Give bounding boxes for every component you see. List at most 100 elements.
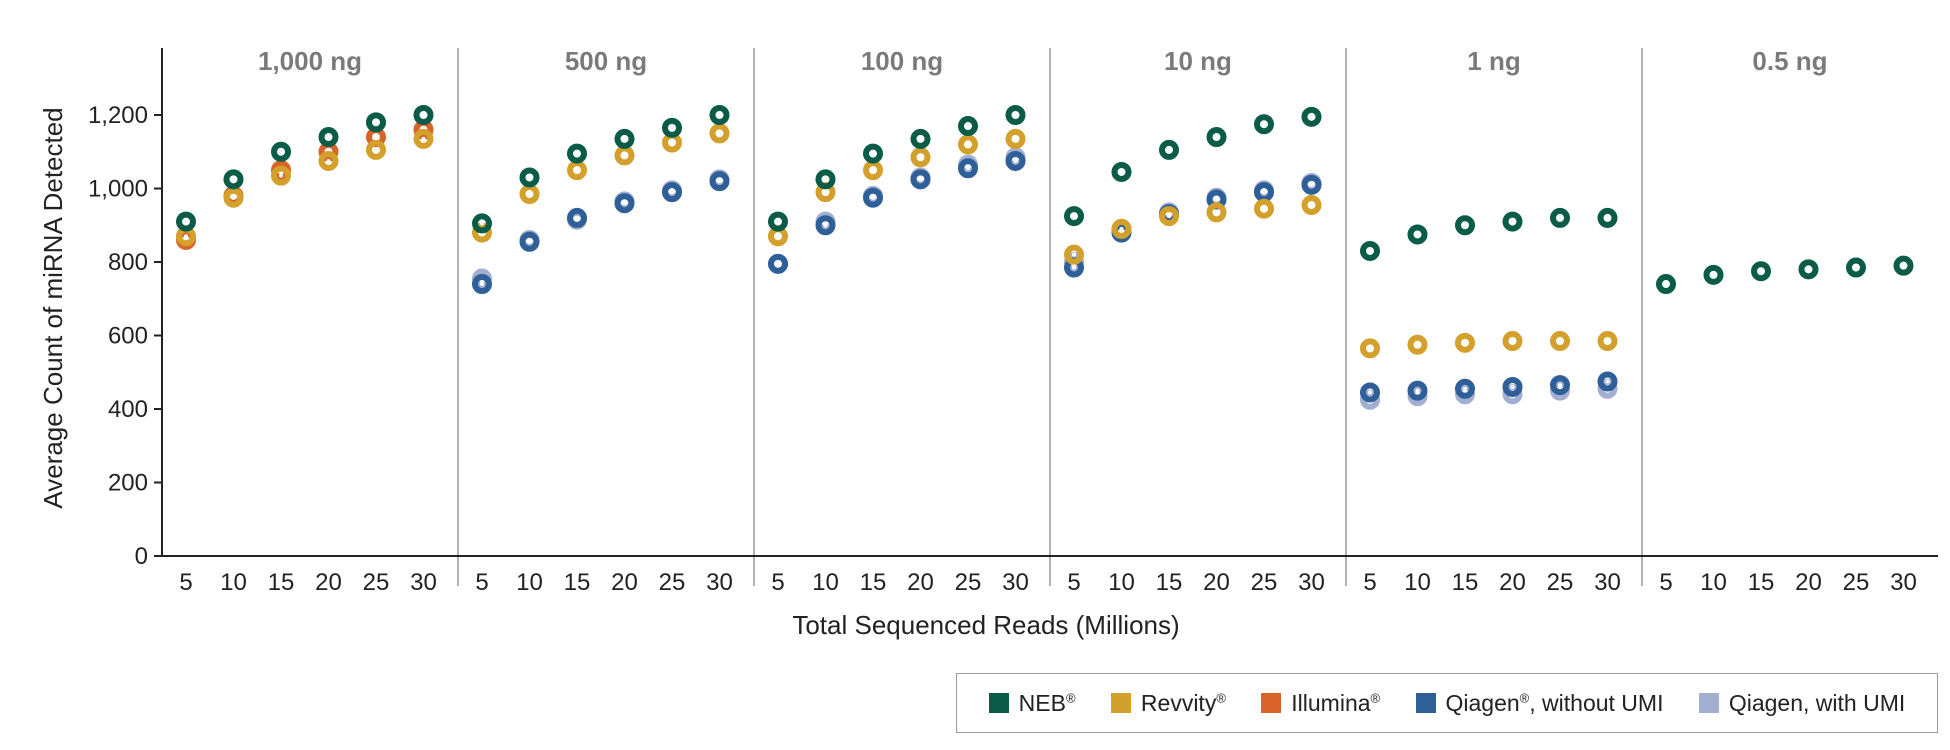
data-point-neb [1846,257,1866,278]
data-point-center [1309,114,1314,119]
x-tick-label: 10 [220,569,247,596]
data-point-center [374,147,378,152]
y-tick-label: 200 [108,470,148,497]
legend-item-illumina: Illumina® [1261,690,1380,717]
data-point-center [1664,282,1668,287]
x-tick-label: 25 [363,569,390,596]
data-point-neb [768,211,788,232]
data-point-neb [1751,261,1771,282]
x-tick-label: 30 [1594,569,1621,596]
x-tick-label: 25 [1547,569,1574,596]
x-tick-label: 5 [1363,569,1376,596]
data-point-center [670,140,674,145]
legend-swatch [1415,693,1436,713]
data-point-center [918,177,923,182]
data-point-revvity [1064,244,1084,265]
data-point-qiagen_no_umi [1407,380,1428,401]
data-point-qiagen_no_umi [709,171,730,192]
data-point-center [1013,113,1018,117]
data-point-center [1214,197,1219,202]
x-tick-label: 25 [659,569,686,596]
data-point-qiagen_no_umi [768,253,788,274]
y-tick-label: 600 [108,323,148,350]
y-tick-label: 800 [108,249,148,276]
data-point-neb [318,127,339,148]
data-point-qiagen_no_umi [567,207,587,228]
legend-item-revvity: Revvity® [1110,690,1226,717]
data-point-center [421,136,426,141]
data-point-center [1013,158,1018,163]
data-point-center [421,113,426,117]
legend-item-neb: NEB® [988,690,1076,717]
panel-title: 1,000 ng [258,46,362,76]
panel-title: 100 ng [861,46,943,76]
data-point-center [1214,210,1219,215]
data-point-neb [1111,161,1132,182]
data-point-center [966,124,970,129]
legend-swatch [1110,693,1131,713]
data-point-center [622,153,627,158]
data-point-neb [366,112,386,133]
data-point-center [575,151,579,156]
data-point-center [480,221,484,226]
data-point-revvity [1360,338,1380,359]
data-point-revvity [271,165,291,186]
data-point-center [1262,122,1266,127]
data-point-center [1510,384,1515,389]
chart-legend: NEB® Revvity® Illumina® Qiagen®, without UM… [956,673,1938,733]
data-point-center [871,168,875,173]
data-point-neb [519,167,540,188]
data-point-neb [958,116,978,137]
legend-swatch [1261,693,1282,713]
x-tick-label: 15 [1452,569,1479,596]
x-tick-label: 5 [475,569,488,596]
data-point-neb [1301,106,1322,127]
data-point-revvity [1159,206,1179,227]
data-point-qiagen_no_umi [1360,382,1380,403]
data-point-center [480,282,484,287]
data-point-revvity [1597,331,1618,352]
data-point-center [1214,135,1219,140]
data-point-neb [176,211,196,232]
data-point-center [1605,215,1610,220]
panel-title: 10 ng [1164,46,1232,76]
data-point-center [918,155,923,160]
x-tick-label: 10 [812,569,839,596]
data-point-center [326,135,331,140]
data-point-center [527,192,532,197]
data-point-qiagen_no_umi [662,182,682,203]
data-point-neb [815,169,836,190]
data-point-center [823,177,828,182]
data-point-center [575,215,579,220]
data-point-center [231,177,236,182]
y-tick-label: 0 [135,543,148,570]
data-point-center [279,173,283,178]
data-point-center [1605,339,1610,344]
x-tick-label: 15 [1156,569,1183,596]
data-point-neb [1005,105,1026,125]
y-tick-label: 1,000 [88,176,148,203]
x-tick-label: 20 [611,569,638,596]
data-point-revvity [223,187,244,208]
panel-title: 0.5 ng [1752,46,1827,76]
data-point-revvity [1455,332,1475,353]
data-point-revvity [958,134,978,155]
data-point-center [823,190,828,195]
x-tick-label: 15 [860,569,887,596]
data-point-center [823,223,828,228]
x-tick-label: 10 [1108,569,1135,596]
data-point-neb [614,128,635,149]
data-point-neb [1159,139,1179,160]
x-tick-label: 20 [1795,569,1822,596]
data-point-center [717,179,722,184]
data-point-center [1262,206,1266,211]
data-point-center [1013,136,1018,141]
data-point-center [918,136,923,141]
data-point-revvity [318,150,339,171]
data-point-center [1368,248,1372,253]
data-point-center [326,158,331,163]
panel-titles: 1,000 ng 500 ng 100 ng 10 ng 1 ng 0.5 ng [258,46,1828,76]
x-tick-label: 25 [1843,569,1870,596]
data-point-center [776,219,780,224]
data-point-center [1415,388,1420,393]
